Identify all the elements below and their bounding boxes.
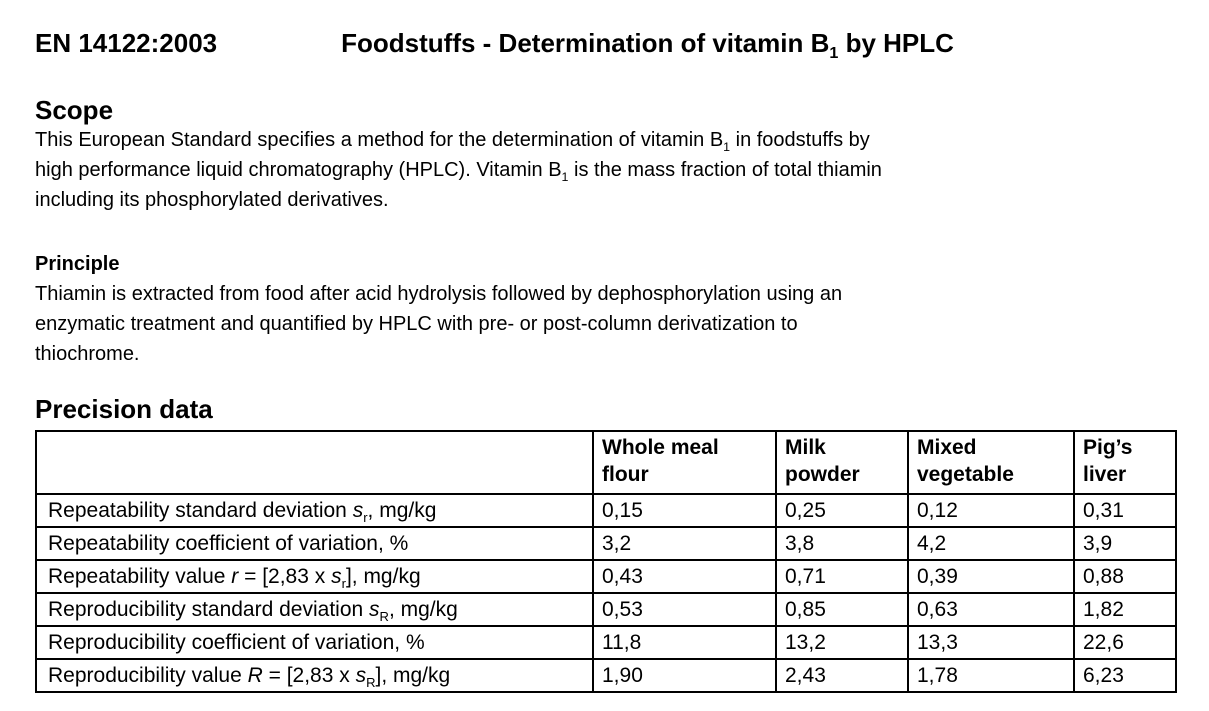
value-cell: 2,43 [775,658,909,693]
value-cell: 0,88 [1073,559,1177,594]
table-row: Repeatability value r = [2,83 x sr], mg/… [35,559,1177,594]
text-run: Repeatability value [48,565,232,588]
principle-section: Principle Thiamin is extracted from food… [35,249,1209,369]
text-line: high performance liquid chromatography (… [35,155,1209,185]
precision-heading: Precision data [35,394,213,424]
text-run: including its phosphorylated derivatives… [35,189,389,211]
text-run: s [331,565,342,588]
value-cell: 3,2 [592,526,777,561]
text-run: 1 [829,44,839,63]
text-run: s [369,598,380,621]
table-row: Repeatability coefficient of variation, … [35,526,1177,561]
row-label: Reproducibility coefficient of variation… [35,625,594,660]
text-run: R [379,609,389,625]
text-run: r [341,576,346,592]
text-run: enzymatic treatment and quantified by HP… [35,313,798,335]
row-label: Repeatability standard deviation sr, mg/… [35,493,594,528]
standard-number: EN 14122:2003 [35,28,218,58]
value-cell: 1,78 [907,658,1075,693]
column-header: Whole meal flour [592,430,777,495]
principle-paragraph: Thiamin is extracted from food after aci… [35,279,1209,369]
text-run: Repeatability standard deviation [48,499,353,522]
value-cell: 13,3 [907,625,1075,660]
value-cell: 1,90 [592,658,777,693]
text-run: r [231,565,239,588]
value-cell: 1,82 [1073,592,1177,627]
document-header: EN 14122:2003 Foodstuffs - Determination… [35,27,1209,63]
value-cell: 0,43 [592,559,777,594]
table-row: Repeatability standard deviation sr, mg/… [35,493,1177,528]
text-run: r [363,510,368,526]
text-run: s [352,499,364,522]
text-run: s [355,664,367,687]
text-run: , mg/kg [388,598,458,621]
text-run: Reproducibility value [48,664,248,687]
text-run: high performance liquid chromatography (… [35,159,562,181]
scope-section: Scope This European Standard specifies a… [35,95,1209,215]
value-cell: 0,71 [775,559,909,594]
value-cell: 22,6 [1073,625,1177,660]
text-run: = [2,83 x [238,565,332,588]
row-label: Reproducibility value R = [2,83 x sR], m… [35,658,594,693]
text-run: in foodstuffs by [730,129,870,151]
value-cell: 0,53 [592,592,777,627]
text-run: by HPLC [838,28,954,58]
column-header: Pig’s liver [1073,430,1177,495]
text-line: This European Standard specifies a metho… [35,125,1209,155]
text-run: Reproducibility standard deviation [48,598,370,621]
text-run: Reproducibility coefficient of variation… [48,631,425,654]
value-cell: 0,63 [907,592,1075,627]
value-cell: 0,85 [775,592,909,627]
value-cell: 3,9 [1073,526,1177,561]
table-header-row: Whole meal flour Milk powder Mixed vegetab… [35,430,1177,495]
value-cell: 11,8 [592,625,777,660]
value-cell: 0,15 [592,493,777,528]
text-run: Thiamin is extracted from food after aci… [35,283,843,305]
precision-table: Whole meal flour Milk powder Mixed vegetab… [35,430,1177,693]
scope-paragraph: This European Standard specifies a metho… [35,125,1209,215]
value-cell: 6,23 [1073,658,1177,693]
row-label: Repeatability coefficient of variation, … [35,526,594,561]
text-run: 1 [561,170,569,184]
text-line: thiochrome. [35,339,1209,369]
text-run: = [2,83 x [262,664,356,687]
text-line: Thiamin is extracted from food after aci… [35,279,1209,309]
value-cell: 13,2 [775,625,909,660]
document-title: Foodstuffs - Determination of vitamin B1… [341,27,954,63]
text-line: including its phosphorylated derivatives… [35,185,1209,215]
text-run: R [247,664,263,687]
table-row: Reproducibility standard deviation sR, m… [35,592,1177,627]
value-cell: 4,2 [907,526,1075,561]
value-cell: 3,8 [775,526,909,561]
text-run: Repeatability coefficient of variation, … [48,532,409,555]
precision-section: Precision data Whole meal flour Milk powd… [35,393,1209,693]
column-header: Mixed vegetable [907,430,1075,495]
text-run: , mg/kg [367,499,437,522]
text-run: Foodstuffs - Determination of vitamin B [341,28,830,58]
table-row: Reproducibility value R = [2,83 x sR], m… [35,658,1177,693]
value-cell: 0,25 [775,493,909,528]
text-run: ], mg/kg [345,565,421,588]
empty-header-cell [35,430,594,495]
value-cell: 0,31 [1073,493,1177,528]
text-run: This European Standard specifies a metho… [35,129,724,151]
table-row: Reproducibility coefficient of variation… [35,625,1177,660]
principle-heading: Principle [35,253,120,275]
text-run: 1 [723,140,731,154]
column-header: Milk powder [775,430,909,495]
text-run: thiochrome. [35,343,140,365]
row-label: Reproducibility standard deviation sR, m… [35,592,594,627]
text-line: enzymatic treatment and quantified by HP… [35,309,1209,339]
value-cell: 0,12 [907,493,1075,528]
value-cell: 0,39 [907,559,1075,594]
text-run: ], mg/kg [375,664,451,687]
row-label: Repeatability value r = [2,83 x sr], mg/… [35,559,594,594]
scope-heading: Scope [35,95,114,125]
text-run: R [366,675,376,691]
text-run: is the mass fraction of total thiamin [568,159,882,181]
